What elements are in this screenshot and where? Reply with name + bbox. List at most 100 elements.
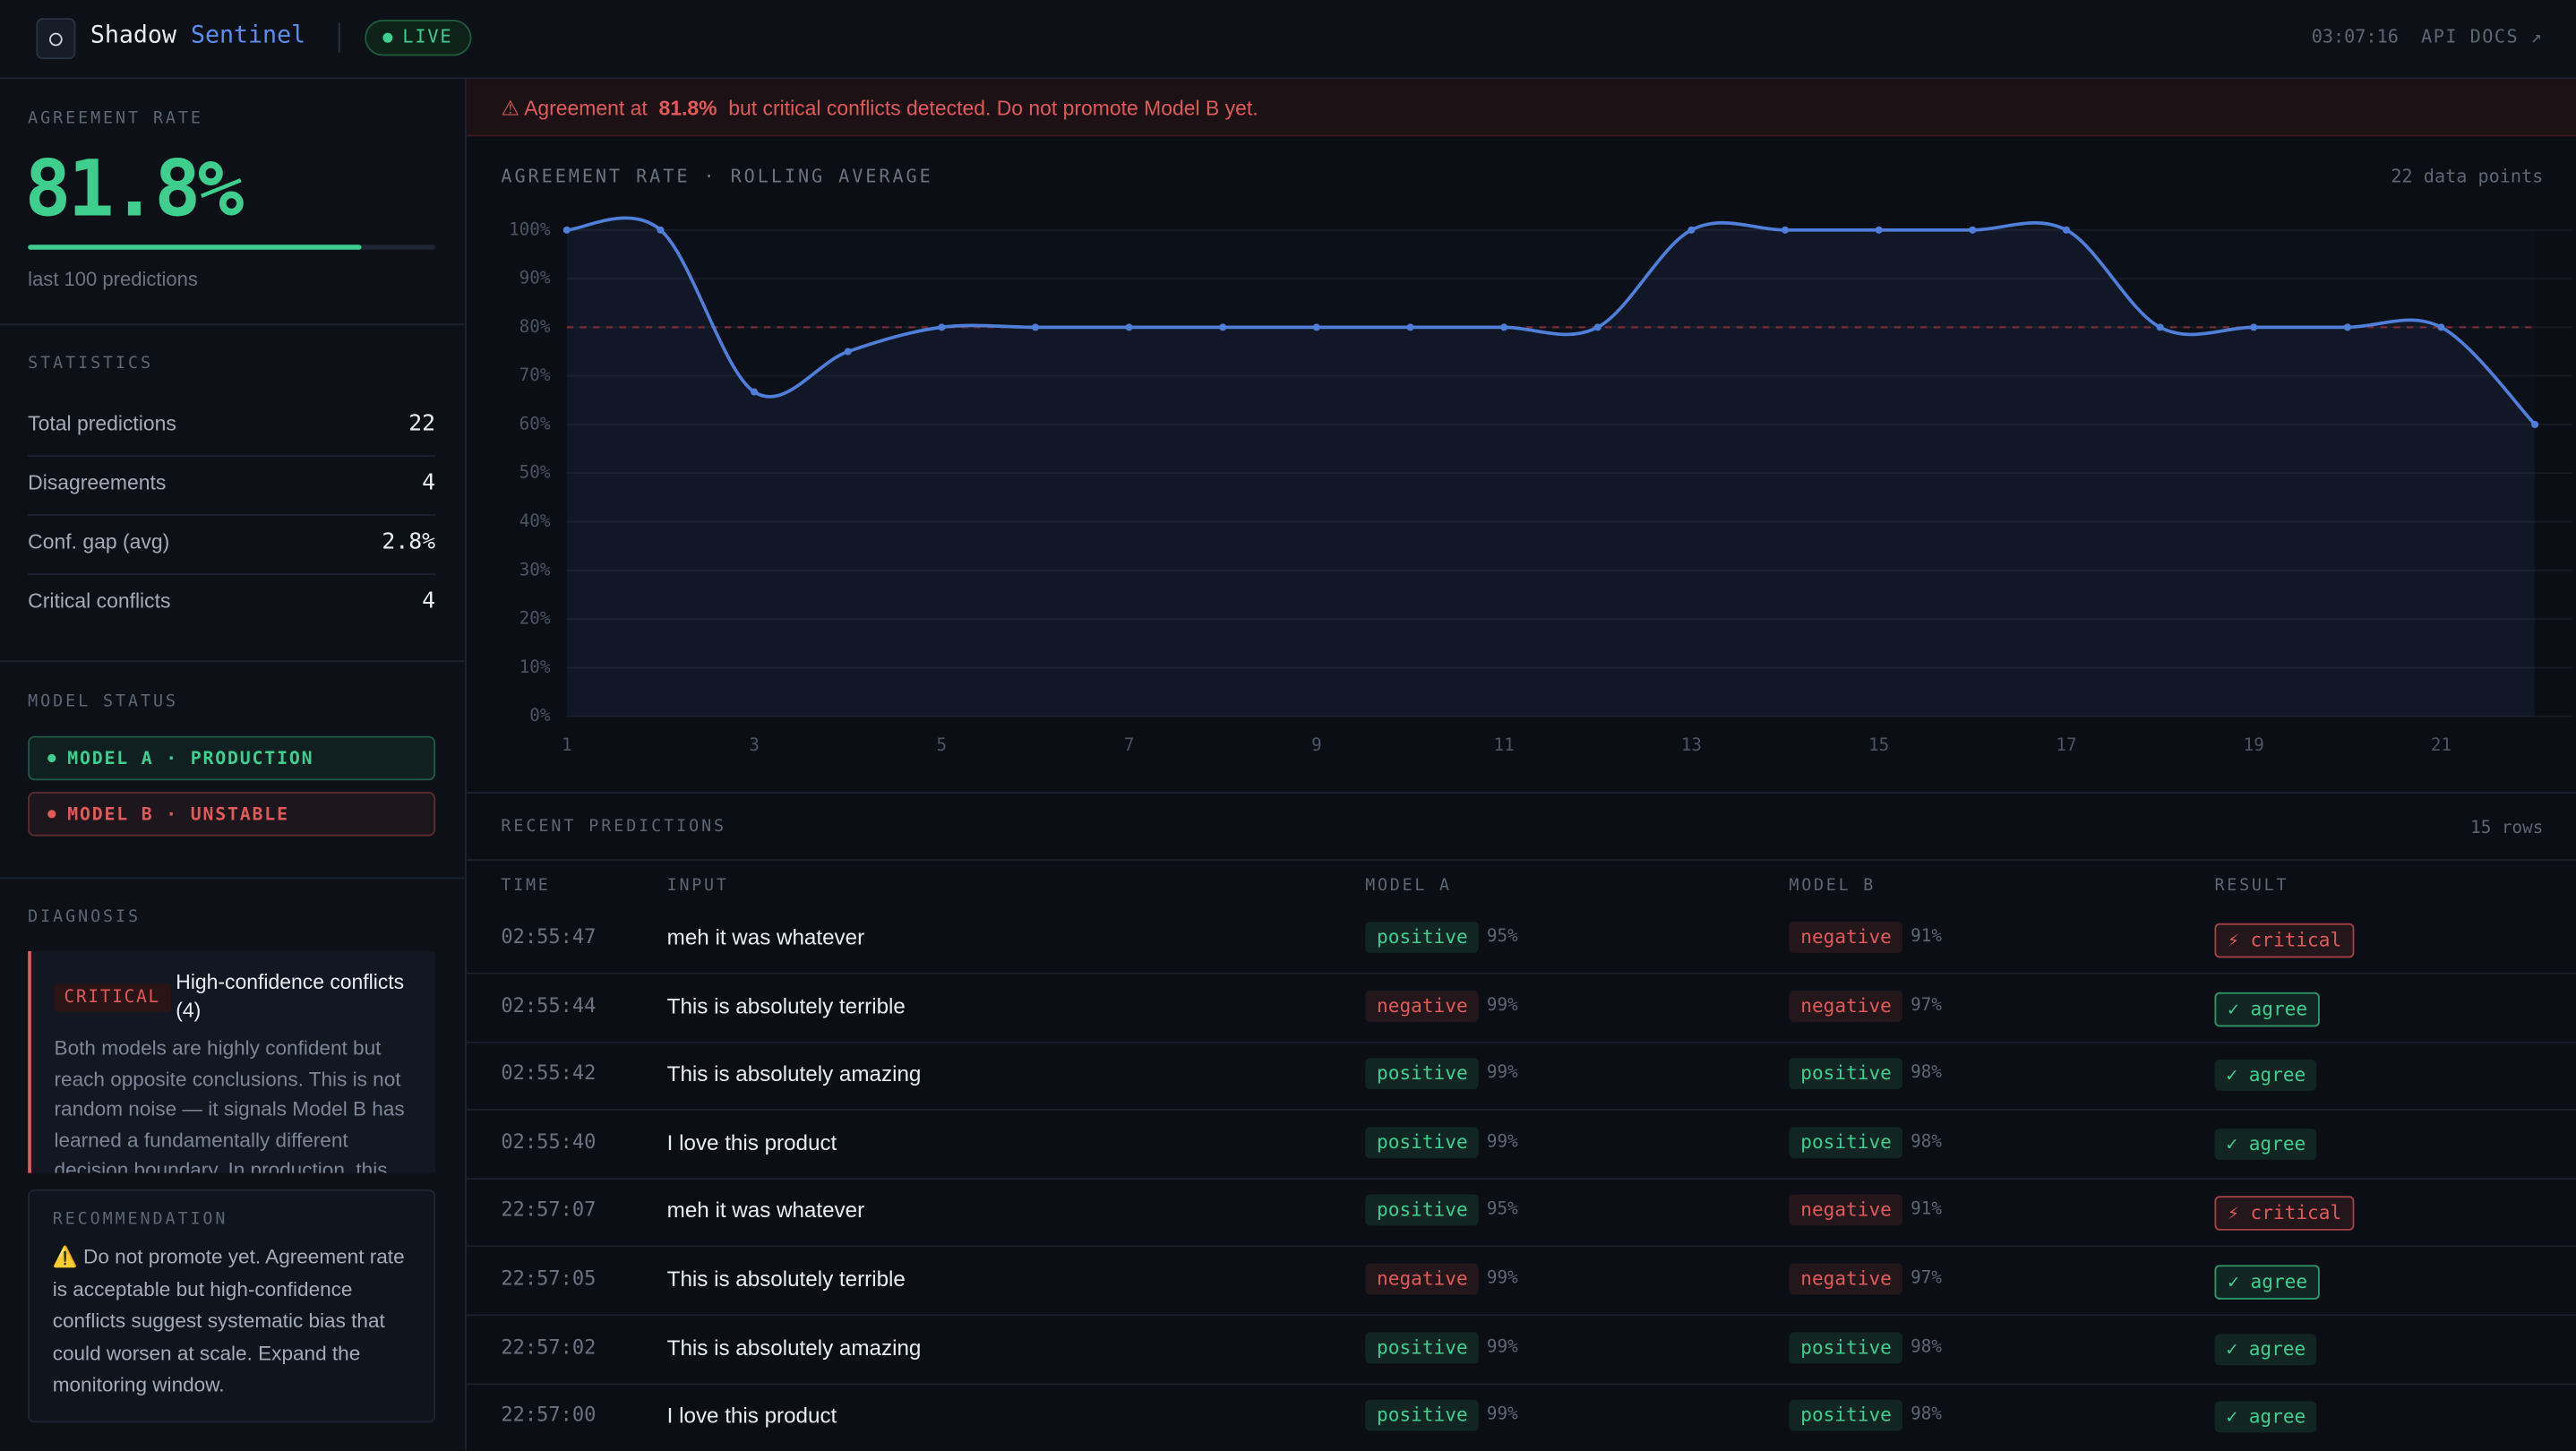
model-b-confidence: 98% [1911,1336,1942,1357]
x-tick-label: 3 [749,734,760,755]
line [566,216,2537,426]
point [1687,226,1696,234]
y-tick-label: 70% [519,365,551,385]
model-a-label: positive [1365,1195,1480,1227]
separator [0,660,466,663]
result-badge: ✓ agree [2214,1128,2318,1160]
model-a-label: positive [1365,1126,1480,1158]
row-separator [466,1177,2576,1180]
row-time: 02:55:40 [501,1129,597,1154]
stat-label: Critical conflicts [28,589,171,614]
model-b-confidence: 97% [1911,994,1942,1015]
y-tick-label: 0% [529,705,551,726]
point [1031,323,1040,331]
model-b-label: positive [1789,1058,1903,1090]
model-b-confidence: 98% [1911,1131,1942,1152]
separator [28,514,436,516]
model-a-confidence: 99% [1486,1404,1518,1425]
x-tick-label: 7 [1124,734,1135,755]
model-pill: MODEL B · UNSTABLE [28,792,436,837]
column-header: MODEL A [1365,877,1452,896]
chart: AGREEMENT RATE · ROLLING AVERAGE 22 data … [501,166,2573,755]
diagnosis-card: CRITICAL High-confidence conflicts (4) B… [28,950,436,1173]
x-tick-label: 9 [1311,734,1322,755]
row-input: This is absolutely amazing [666,1061,922,1086]
model-a-label: positive [1365,921,1480,953]
alert-banner: ⚠ Agreement at 81.8% but critical confli… [466,79,2576,137]
caption: last 100 predictions [28,267,198,291]
separator [466,792,2576,794]
model-a-label: positive [1365,1400,1480,1431]
x-tick-label: 21 [2431,734,2451,755]
y-tick-label: 90% [519,268,551,288]
model-b-confidence: 98% [1911,1063,1942,1084]
result-badge: ✓ agree [2214,992,2321,1026]
row-input: I love this product [666,1129,837,1155]
point [2343,323,2351,331]
live-dot [382,32,393,43]
chart-subtitle: 22 data points [2391,166,2543,187]
stat-value: 22 [408,410,436,437]
y-tick-label: 80% [519,316,551,337]
model-label: MODEL A · PRODUCTION [67,747,314,769]
model-b-confidence: 91% [1911,1199,1942,1220]
row-separator [466,1382,2576,1385]
live-status: LIVE [365,20,471,56]
result-badge: ⚡ critical [2214,923,2355,958]
row-input: I love this product [666,1403,837,1429]
y-tick-label: 40% [519,511,551,531]
model-a-label: negative [1365,1263,1480,1295]
model-b-label: positive [1789,1126,1903,1158]
recommendation-body: Do not promote yet. Agreement rate is ac… [52,1245,405,1397]
model-b-label: negative [1789,921,1903,953]
section-title: DIAGNOSIS [28,908,141,927]
model-label: MODEL B · UNSTABLE [67,803,289,825]
row-separator [466,1246,2576,1248]
recommendation-card: RECOMMENDATION ⚠️ Do not promote yet. Ag… [28,1189,436,1423]
row-time: 22:57:00 [501,1403,597,1427]
brand-name: Shadow [90,22,176,50]
model-a-confidence: 95% [1486,926,1518,947]
stat-value: 2.8% [382,528,436,555]
row-time: 22:57:07 [501,1198,597,1222]
chart-title: AGREEMENT RATE · ROLLING AVERAGE [501,166,932,187]
row-separator [466,1314,2576,1317]
model-b-label: negative [1789,1263,1903,1295]
stat-value: 4 [422,588,436,614]
recommendation-text: ⚠️ Do not promote yet. Agreement rate is… [53,1242,415,1404]
row-time: 02:55:44 [501,992,597,1017]
model-a-confidence: 99% [1486,994,1518,1015]
x-tick-label: 11 [1494,734,1515,755]
point [2250,323,2258,331]
section-title: MODEL STATUS [28,693,178,712]
logo-ring [49,32,63,47]
model-a-confidence: 99% [1486,1267,1518,1289]
separator [28,573,436,575]
point [1969,226,1977,234]
point [1406,323,1414,331]
model-a-label: positive [1365,1058,1480,1090]
model-b-confidence: 91% [1911,926,1942,947]
separator [0,877,466,880]
row-input: This is absolutely terrible [666,992,906,1018]
row-input: This is absolutely amazing [666,1335,922,1360]
api-docs-link[interactable]: API DOCS ↗ [2421,26,2544,48]
point [562,226,571,234]
row-separator [466,972,2576,974]
point [2437,323,2445,331]
result-badge: ✓ agree [2214,1333,2318,1365]
model-a-confidence: 99% [1486,1336,1518,1357]
section-title: STATISTICS [28,355,153,373]
logo [36,18,76,60]
model-a-label: negative [1365,990,1480,1022]
column-header: MODEL B [1789,877,1876,896]
y-tick-label: 100% [509,219,551,239]
row-time: 02:55:47 [501,924,597,949]
y-tick-label: 30% [519,559,551,580]
model-b-confidence: 98% [1911,1404,1942,1425]
stat-value: 4 [422,469,436,496]
point [2156,323,2164,331]
column-header: INPUT [666,877,729,896]
point [844,348,852,356]
